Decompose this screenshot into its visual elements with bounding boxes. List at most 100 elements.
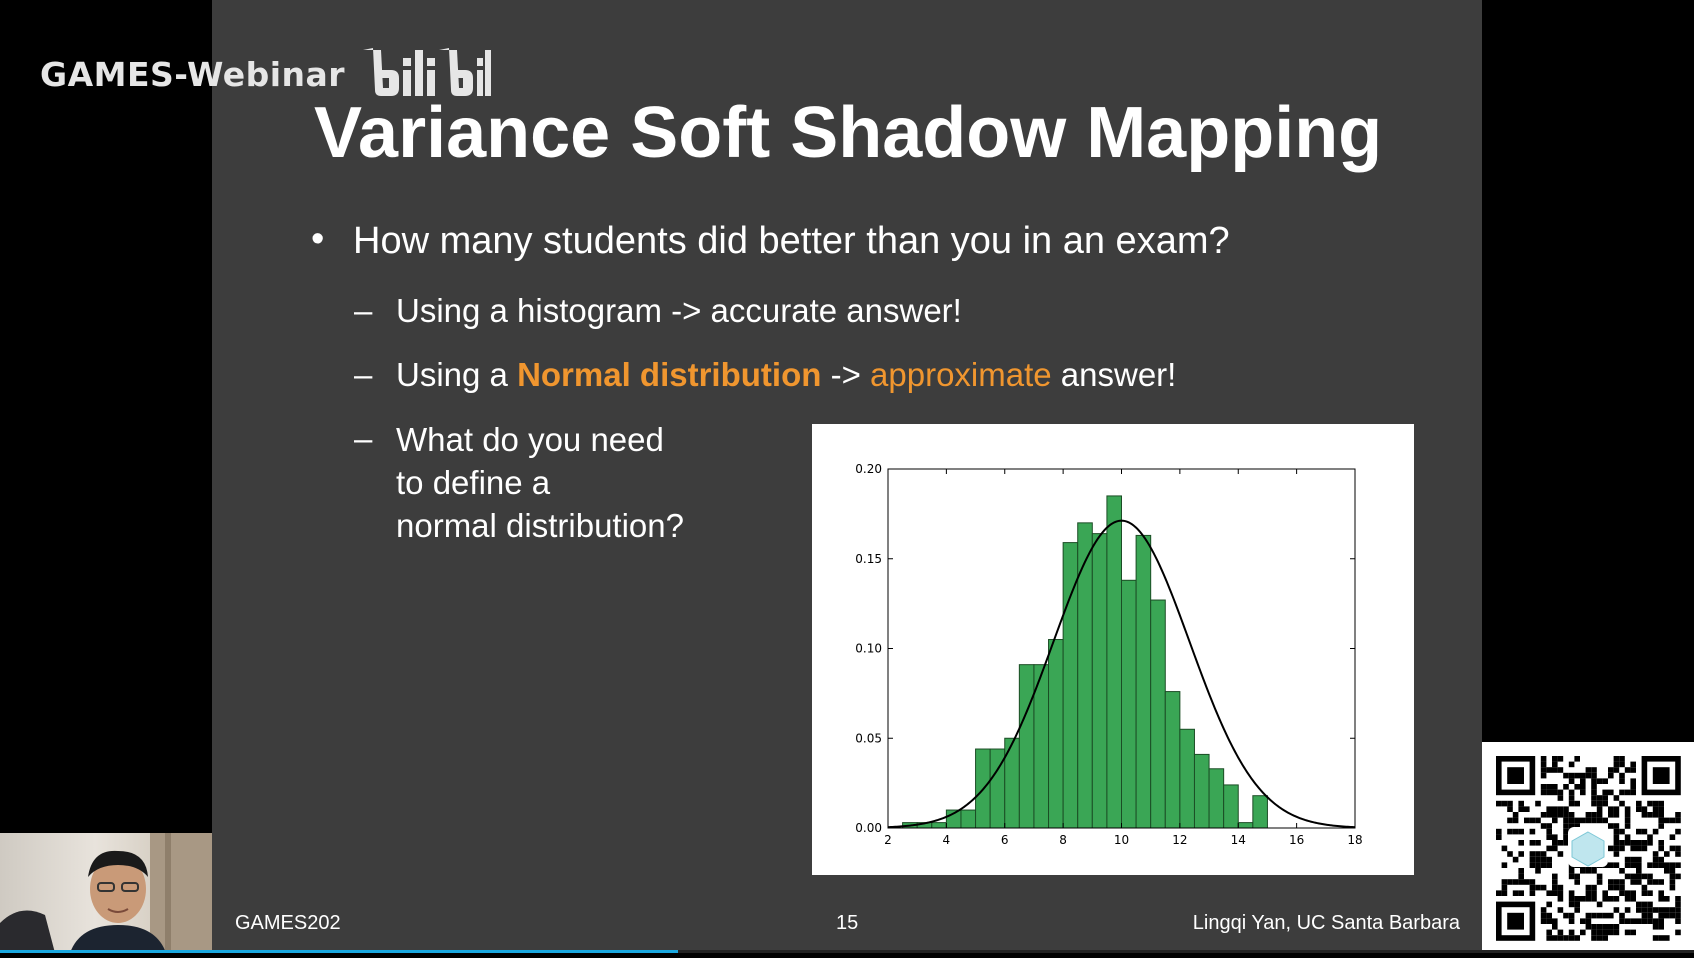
qr-module — [1540, 767, 1547, 773]
qr-module — [1501, 862, 1508, 868]
qr-module — [1596, 795, 1603, 801]
qr-module — [1591, 929, 1597, 936]
qr-module — [1574, 784, 1580, 790]
qr-module — [1585, 924, 1592, 930]
qr-module — [1624, 862, 1631, 868]
qr-module — [1563, 784, 1569, 790]
qr-module — [1613, 907, 1620, 913]
footer-course: GAMES202 — [235, 912, 341, 934]
histogram-bar — [1106, 495, 1122, 829]
qr-module — [1568, 823, 1575, 829]
histogram-bar — [1252, 795, 1268, 829]
qr-module — [1574, 901, 1580, 908]
qr-module — [1552, 789, 1558, 796]
qr-module — [1512, 879, 1519, 885]
y-tick-label: 0.15 — [855, 552, 882, 566]
y-tick-label: 0.20 — [855, 462, 882, 476]
video-progress-bar[interactable] — [0, 950, 1694, 953]
qr-module — [1613, 767, 1620, 773]
y-tick-label: 0.00 — [855, 821, 882, 835]
qr-module — [1580, 896, 1586, 902]
qr-module — [1580, 929, 1586, 936]
qr-module — [1540, 918, 1547, 924]
qr-module — [1624, 767, 1631, 773]
x-tick-label: 18 — [1347, 833, 1362, 847]
qr-module — [1535, 862, 1541, 868]
qr-module — [1652, 907, 1659, 913]
sub2-prefix: Using a — [396, 356, 518, 393]
qr-module — [1552, 834, 1558, 840]
qr-module — [1647, 918, 1653, 924]
qr-module — [1557, 806, 1564, 812]
qr-module — [1619, 772, 1625, 779]
qr-module — [1652, 851, 1659, 857]
qr-module — [1652, 862, 1659, 868]
qr-module — [1619, 840, 1625, 846]
qr-module — [1540, 884, 1547, 891]
qr-module — [1552, 884, 1558, 891]
qr-module — [1624, 929, 1631, 936]
qr-module — [1624, 856, 1631, 863]
qr-module — [1669, 879, 1676, 885]
qr-module — [1574, 896, 1580, 902]
qr-module — [1580, 778, 1586, 784]
qr-module — [1518, 800, 1524, 807]
qr-module — [1652, 924, 1659, 930]
qr-module — [1608, 924, 1614, 930]
qr-module — [1585, 817, 1592, 824]
qr-module — [1624, 890, 1631, 896]
qr-module — [1664, 868, 1670, 874]
qr-module — [1591, 795, 1597, 801]
qr-module — [1630, 856, 1636, 863]
footer-page-number: 15 — [836, 912, 859, 934]
qr-module — [1608, 862, 1614, 868]
qr-module — [1630, 778, 1636, 784]
qr-module — [1529, 890, 1536, 896]
qr-module — [1596, 924, 1603, 930]
qr-module — [1585, 912, 1592, 919]
qr-module — [1552, 767, 1558, 773]
qr-module — [1535, 868, 1541, 874]
qr-module — [1563, 840, 1569, 846]
sub-item-histogram: Using a histogram -> accurate answer! — [396, 292, 962, 329]
qr-module — [1580, 784, 1586, 790]
qr-module — [1546, 834, 1552, 840]
qr-module — [1630, 918, 1636, 924]
qr-module — [1636, 918, 1642, 924]
video-progress-fill — [0, 950, 678, 953]
qr-module — [1518, 828, 1524, 835]
qr-module — [1613, 851, 1620, 857]
qr-module — [1596, 912, 1603, 919]
qr-module — [1540, 772, 1547, 779]
qr-module — [1596, 778, 1603, 784]
qr-module — [1563, 806, 1569, 812]
qr-module — [1675, 918, 1681, 924]
qr-module — [1568, 778, 1575, 784]
qr-module — [1529, 856, 1536, 863]
qr-module — [1552, 924, 1558, 930]
qr-module — [1546, 806, 1552, 812]
sub2-highlight: Normal distribution — [517, 356, 822, 393]
slide-title: Variance Soft Shadow Mapping — [314, 93, 1383, 173]
qr-module — [1591, 789, 1597, 796]
sub3-line1: What do you need — [396, 421, 664, 458]
qr-module — [1563, 817, 1569, 824]
qr-module — [1568, 795, 1575, 801]
qr-module — [1552, 873, 1558, 880]
qr-module — [1641, 873, 1648, 880]
qr-module — [1619, 912, 1625, 919]
qr-module — [1675, 896, 1681, 902]
qr-module — [1647, 862, 1653, 868]
qr-module — [1647, 912, 1653, 919]
dash-marker-1: – — [354, 292, 373, 329]
qr-module — [1608, 772, 1614, 779]
qr-module — [1641, 890, 1648, 896]
qr-module — [1546, 918, 1552, 924]
qr-module — [1619, 879, 1625, 885]
histogram-chart: 2 4 6 8 10 12 14 16 18 0.00 0.05 0.10 0.15 0.20 — [855, 462, 1362, 847]
sub2-suffix: answer! — [1051, 356, 1177, 393]
qr-module — [1658, 935, 1664, 941]
qr-module — [1580, 772, 1586, 779]
left-black-strip — [0, 0, 212, 953]
dash-marker-2: – — [354, 356, 373, 393]
